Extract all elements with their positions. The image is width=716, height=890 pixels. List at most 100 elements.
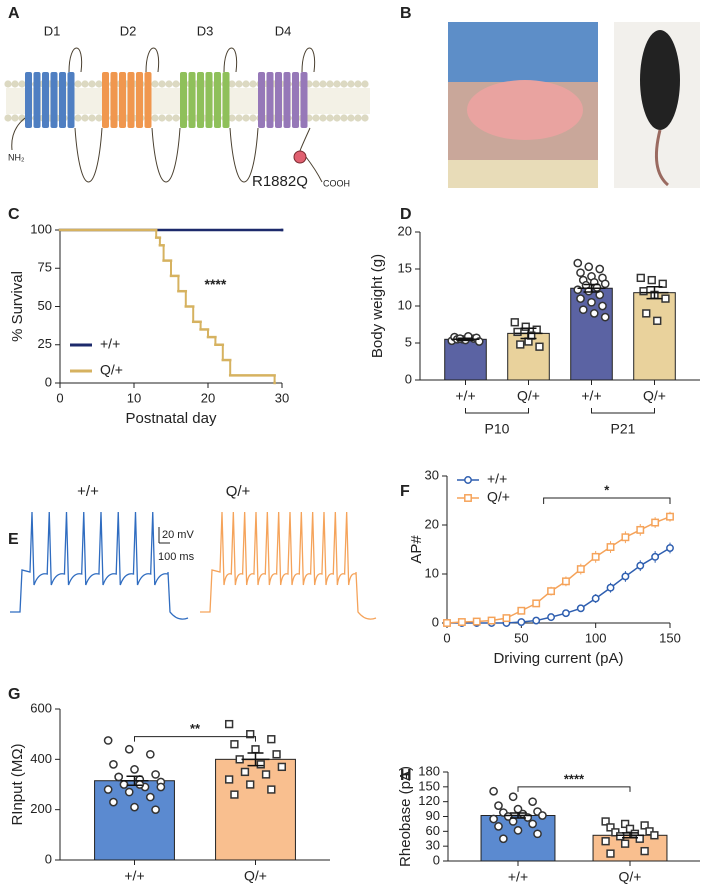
marker [443,619,451,627]
marker [124,744,134,754]
linker-loop [74,127,103,183]
marker [576,294,585,303]
domain-label: D3 [197,23,214,38]
lipid-head [242,80,250,88]
lipid-head [235,80,243,88]
marker [636,525,645,534]
panel-label: F [400,483,410,500]
lipid-head [361,80,369,88]
lipid-head [18,80,26,88]
panel-label: G [8,686,20,703]
mutation-label: R1882Q [252,173,308,190]
y-tick-label: 30 [425,467,439,482]
domain-label: D1 [44,23,61,38]
marker [533,829,542,839]
photo-pup-body [467,80,583,140]
lipid-head [158,80,166,88]
lipid-head [249,80,257,88]
y-tick-label: 30 [426,838,440,853]
marker [114,772,124,782]
marker [156,782,166,792]
marker [528,797,537,807]
helix [300,72,308,128]
extracellular-loop [223,47,238,73]
x-tick-label: +/+ [581,388,601,404]
bar [94,780,175,861]
y-tick-label: 15 [398,260,412,275]
marker [151,805,160,815]
lipid-head [95,114,103,122]
x-tick-label: Q/+ [619,869,642,885]
marker [261,770,271,779]
marker [578,305,588,315]
helix [258,72,265,128]
helix [33,72,41,128]
lipid-head [165,114,173,122]
marker [595,264,605,274]
helix [214,72,221,128]
helix [119,72,126,128]
marker [642,309,651,318]
marker [635,834,644,843]
y-tick-label: 0 [45,851,52,866]
marker [494,801,503,810]
panel-label: B [400,5,412,22]
legend-label: +/+ [487,471,507,487]
helix [136,72,143,128]
lipid-head [354,114,362,122]
mutation-site [293,150,307,164]
marker [650,831,659,840]
marker [464,476,472,484]
y-axis-title: RInput (MΩ) [9,743,26,825]
marker [651,518,660,527]
x-tick-label: Q/+ [517,388,540,404]
marker [640,846,649,856]
bar [507,332,550,381]
marker [508,792,518,802]
c-terminus: COOH [323,178,350,188]
significance-bracket [517,786,631,792]
domain-label: D2 [120,23,137,38]
marker [487,616,496,625]
lipid-head [11,114,19,122]
marker [230,790,239,799]
marker [636,561,645,570]
y-tick-label: 10 [425,565,439,580]
marker [508,817,518,826]
error-bar [504,812,532,819]
helix [283,72,291,128]
lipid-head [151,80,159,88]
voltage-trace [10,511,189,620]
x-axis-title: Postnatal day [126,410,217,427]
marker [573,285,583,295]
lipid-head [326,80,334,88]
marker [584,262,594,272]
x-tick-label: 100 [585,630,607,645]
lipid-head [165,80,173,88]
y-axis-title: Body weight (g) [369,254,386,358]
error-bar [120,775,149,787]
marker [621,533,630,542]
y-tick-label: 60 [426,823,440,838]
group-bracket [465,408,529,414]
marker [224,775,234,784]
y-tick-label: 90 [426,808,440,823]
significance-bracket [543,497,671,505]
helix [67,72,75,128]
scale-bar [158,527,170,544]
significance-label: ** [190,721,201,736]
y-tick-label: 200 [30,801,52,816]
domain-label: D4 [275,23,292,38]
marker [666,512,674,521]
x-tick-label: 150 [659,630,681,645]
marker [576,604,585,613]
x-tick-label: 0 [56,390,63,405]
panel-label: A [8,5,20,22]
helix [266,72,274,128]
lipid-head [74,80,82,88]
photo-glove [448,22,598,82]
error-bar [451,337,480,342]
x-tick-label: Q/+ [244,868,267,884]
marker [532,616,541,625]
marker [135,780,145,789]
